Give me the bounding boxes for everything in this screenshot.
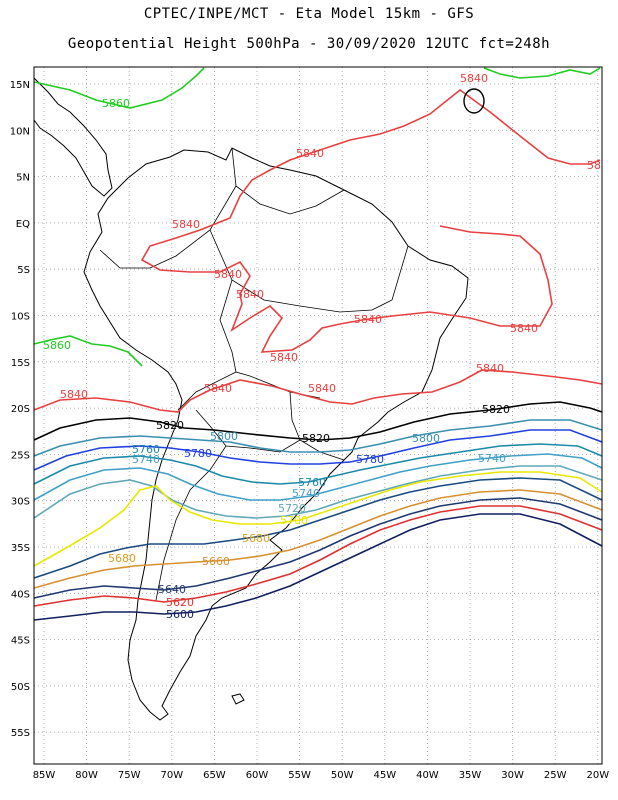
contour-label-5800: 5800 xyxy=(412,432,440,445)
contour-label-5840: 5840 xyxy=(476,362,504,375)
contour-label-5760: 5760 xyxy=(132,443,160,456)
latitude-tick-label: 50S xyxy=(11,682,30,693)
contour-5740 xyxy=(33,453,603,501)
inner-borders xyxy=(99,147,409,601)
contour-label-5840: 5840 xyxy=(60,388,88,401)
contour-label-5820: 5820 xyxy=(302,432,330,445)
latitude-tick-label: 40S xyxy=(11,589,30,600)
contour-label-5840: 5840 xyxy=(236,288,264,301)
longitude-tick-label: 70W xyxy=(160,770,183,781)
longitude-tick-label: 85W xyxy=(33,770,56,781)
contour-5640 xyxy=(33,497,603,599)
contour-label-5860: 5860 xyxy=(43,339,71,352)
contour-5820 xyxy=(33,401,603,441)
latitude-tick-label: 10N xyxy=(10,126,30,137)
contour-label-5740: 5740 xyxy=(292,487,320,500)
contour-5860-northeast xyxy=(483,67,601,79)
contour-5840-tropical xyxy=(140,88,601,353)
longitude-tick-label: 60W xyxy=(246,770,269,781)
lat-lon-grid xyxy=(34,67,602,764)
contour-label-5840: 5840 xyxy=(354,313,382,326)
contour-5700 xyxy=(33,471,603,567)
latitude-tick-label: 25S xyxy=(11,450,30,461)
contour-label-5800: 5800 xyxy=(210,430,238,443)
latitude-tick-label: 20S xyxy=(11,404,30,415)
longitude-tick-label: 35W xyxy=(459,770,482,781)
contour-label-5840: 5840 xyxy=(172,218,200,231)
latitude-tick-label: EQ xyxy=(16,219,30,230)
contour-labels: 5860 5860 5840 5840 5840 5840 5840 5840 5840 5840… xyxy=(43,72,601,621)
contour-label-5820: 5820 xyxy=(482,403,510,416)
south-america-coastline xyxy=(83,147,469,721)
contour-label-5840: 5840 xyxy=(510,322,538,335)
contour-5860-north xyxy=(33,67,205,109)
longitude-tick-label: 45W xyxy=(373,770,396,781)
contour-label-5840: 5840 xyxy=(214,268,242,281)
longitude-tick-label: 75W xyxy=(118,770,141,781)
contour-5840-closed-high xyxy=(463,88,485,114)
longitude-tick-label: 30W xyxy=(501,770,524,781)
longitude-tick-label: 25W xyxy=(544,770,567,781)
central-america-coastline xyxy=(33,77,113,197)
longitude-tick-labels: 85W 80W 75W 70W 65W 60W 55W 50W 45W 40W 35W 30W 25W 2… xyxy=(33,770,610,781)
latitude-tick-label: 10S xyxy=(11,312,30,323)
latitude-tick-label: 45S xyxy=(11,636,30,647)
contour-5660 xyxy=(33,489,603,589)
latitude-tick-label: 15N xyxy=(10,80,30,91)
latitude-tick-label: 35S xyxy=(11,543,30,554)
longitude-tick-label: 20W xyxy=(586,770,609,781)
longitude-tick-label: 80W xyxy=(75,770,98,781)
contour-lines xyxy=(33,67,603,621)
contour-5780 xyxy=(33,429,603,471)
contour-label-5820: 5820 xyxy=(156,419,184,432)
contour-5600 xyxy=(33,513,603,621)
contour-label-5780: 5780 xyxy=(356,453,384,466)
latitude-tick-label: 30S xyxy=(11,497,30,508)
contour-label-5760: 5760 xyxy=(298,476,326,489)
contour-label-5640: 5640 xyxy=(158,583,186,596)
contour-5760 xyxy=(33,443,603,485)
contour-5680 xyxy=(33,477,603,579)
longitude-tick-label: 65W xyxy=(203,770,226,781)
contour-label-5840: 58 xyxy=(587,159,601,172)
contour-label-5740: 5740 xyxy=(478,452,506,465)
contour-label-5600: 5600 xyxy=(166,608,194,621)
contour-5720 xyxy=(33,465,603,519)
latitude-tick-label: 5S xyxy=(17,265,30,276)
contour-label-5840: 5840 xyxy=(204,382,232,395)
map-title-line-1: CPTEC/INPE/MCT - Eta Model 15km - GFS xyxy=(143,6,475,22)
contour-label-5840: 5840 xyxy=(308,382,336,395)
latitude-tick-label: 15S xyxy=(11,358,30,369)
contour-5840-south xyxy=(33,369,603,413)
contour-label-5680: 5680 xyxy=(242,532,270,545)
contour-label-5780: 5780 xyxy=(184,447,212,460)
contour-label-5840: 5840 xyxy=(460,72,488,85)
contour-label-5620: 5620 xyxy=(166,596,194,609)
map-frame xyxy=(33,66,603,765)
latitude-tick-label: 5N xyxy=(16,173,30,184)
contour-5860-west xyxy=(33,335,143,367)
contour-5620 xyxy=(33,505,603,607)
contour-5800 xyxy=(33,419,603,457)
longitude-tick-label: 50W xyxy=(331,770,354,781)
contour-label-5680: 5680 xyxy=(108,552,136,565)
map-title-line-2: Geopotential Height 500hPa - 30/09/2020 … xyxy=(67,36,551,52)
latitude-tick-labels: 15N 10N 5N EQ 5S 10S 15S 20S 25S 30S 35S 40S 45S 50S 5… xyxy=(10,80,30,739)
latitude-tick-label: 55S xyxy=(11,728,30,739)
contour-label-5660: 5660 xyxy=(202,555,230,568)
longitude-tick-label: 55W xyxy=(288,770,311,781)
falkland-islands xyxy=(231,693,245,705)
contour-label-5740: 5740 xyxy=(132,453,160,466)
longitude-tick-label: 40W xyxy=(416,770,439,781)
contour-label-5840: 5840 xyxy=(296,147,324,160)
contour-label-5720: 5720 xyxy=(278,502,306,515)
continent-outlines xyxy=(33,77,469,721)
contour-label-5860: 5860 xyxy=(102,97,130,110)
contour-label-5700: 5700 xyxy=(280,514,308,527)
contour-label-5840: 5840 xyxy=(270,351,298,364)
